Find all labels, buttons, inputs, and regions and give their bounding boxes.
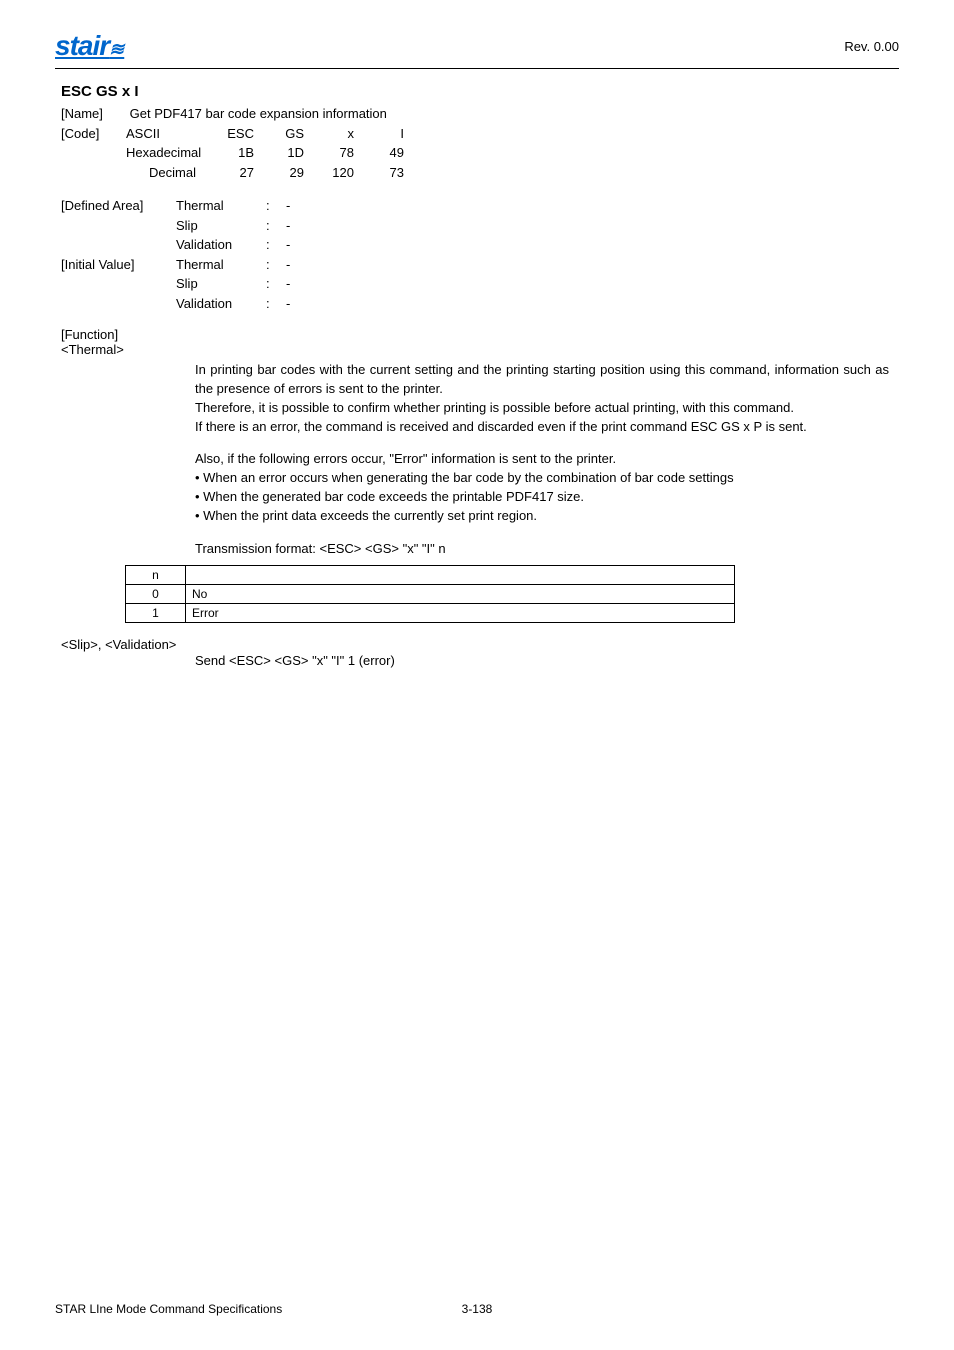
slip-validation-label: <Slip>, <Validation> (61, 637, 899, 652)
code-hex-label: Hexadecimal (126, 143, 216, 163)
colon: : (266, 216, 286, 236)
command-title: ESC GS x I (61, 83, 899, 100)
code-cell: I (366, 124, 416, 144)
table-header-blank (186, 565, 735, 584)
code-cell: GS (266, 124, 316, 144)
area-key: Thermal (176, 196, 266, 216)
code-ascii-label: ASCII (126, 124, 216, 144)
slip-text: Send <ESC> <GS> "x" "I" 1 (error) (195, 652, 889, 671)
code-cell: 1D (266, 143, 316, 163)
code-row-hex: Hexadecimal 1B 1D 78 49 (126, 143, 416, 163)
transmission-table: n 0 No 1 Error (125, 565, 735, 623)
area-key: Slip (176, 216, 266, 236)
code-cell: 78 (316, 143, 366, 163)
initial-value-row: [Initial Value] Thermal : - (61, 255, 899, 275)
code-cell: x (316, 124, 366, 144)
initial-value-row: Slip : - (61, 274, 899, 294)
table-cell: 0 (126, 584, 186, 603)
code-cell: 73 (366, 163, 416, 183)
area-val: - (286, 255, 316, 275)
paragraph: Also, if the following errors occur, "Er… (195, 450, 889, 469)
code-cell: 120 (316, 163, 366, 183)
area-key: Thermal (176, 255, 266, 275)
colon: : (266, 196, 286, 216)
revision-label: Rev. 0.00 (844, 39, 899, 54)
header-rule (55, 68, 899, 69)
code-cell: 29 (266, 163, 316, 183)
area-val: - (286, 294, 316, 314)
footer-page: 3-138 (462, 1302, 493, 1316)
defined-area-row: Slip : - (61, 216, 899, 236)
colon: : (266, 274, 286, 294)
code-cell: 27 (216, 163, 266, 183)
bullet: • When the print data exceeds the curren… (195, 507, 889, 526)
initial-value-label: [Initial Value] (61, 255, 176, 275)
colon: : (266, 255, 286, 275)
defined-area-label: [Defined Area] (61, 196, 176, 216)
table-row: n (126, 565, 735, 584)
brand-logo: stair≋ (55, 30, 124, 62)
area-key: Validation (176, 235, 266, 255)
code-cell: 49 (366, 143, 416, 163)
logo-text: stair (55, 30, 109, 61)
code-dec-label: Decimal (126, 163, 216, 183)
code-cell: ESC (216, 124, 266, 144)
thermal-label: <Thermal> (61, 342, 899, 357)
footer-title: STAR LIne Mode Command Specifications (55, 1302, 282, 1316)
table-header-n: n (126, 565, 186, 584)
code-row-dec: Decimal 27 29 120 73 (126, 163, 416, 183)
table-cell: 1 (126, 603, 186, 622)
defined-area-row: [Defined Area] Thermal : - (61, 196, 899, 216)
paragraph: In printing bar codes with the current s… (195, 361, 889, 399)
area-val: - (286, 235, 316, 255)
bullet: • When the generated bar code exceeds th… (195, 488, 889, 507)
area-val: - (286, 274, 316, 294)
table-row: 0 No (126, 584, 735, 603)
code-cell: 1B (216, 143, 266, 163)
code-label: [Code] (61, 124, 126, 183)
area-key: Slip (176, 274, 266, 294)
colon: : (266, 235, 286, 255)
table-row: 1 Error (126, 603, 735, 622)
paragraph: Transmission format: <ESC> <GS> "x" "I" … (195, 540, 889, 559)
paragraph: Therefore, it is possible to confirm whe… (195, 399, 889, 418)
colon: : (266, 294, 286, 314)
code-row-ascii: ASCII ESC GS x I (126, 124, 416, 144)
area-val: - (286, 196, 316, 216)
paragraph: If there is an error, the command is rec… (195, 418, 889, 437)
name-label: [Name] (61, 104, 126, 124)
area-key: Validation (176, 294, 266, 314)
defined-area-row: Validation : - (61, 235, 899, 255)
initial-value-row: Validation : - (61, 294, 899, 314)
area-val: - (286, 216, 316, 236)
name-value: Get PDF417 bar code expansion informatio… (130, 106, 387, 121)
table-cell: No (186, 584, 735, 603)
bullet: • When an error occurs when generating t… (195, 469, 889, 488)
logo-tail: ≋ (109, 39, 124, 59)
table-cell: Error (186, 603, 735, 622)
function-label: [Function] (61, 327, 899, 342)
